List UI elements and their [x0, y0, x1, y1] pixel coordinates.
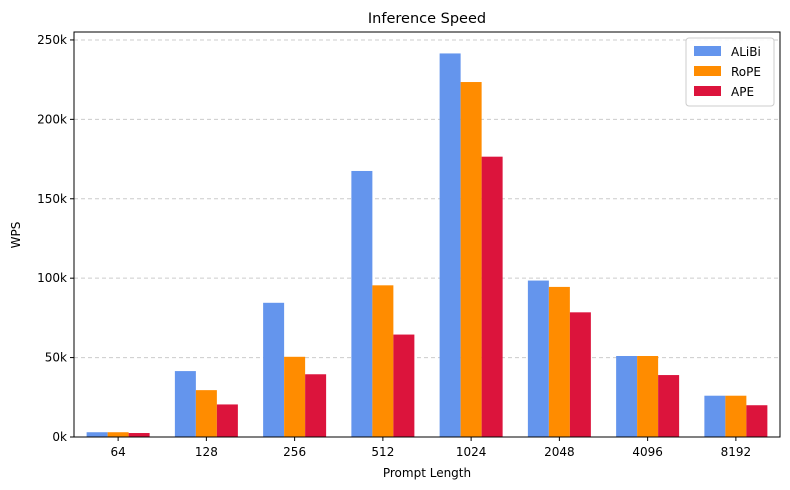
bar-ape-4096	[658, 375, 680, 437]
legend-label-rope: RoPE	[731, 65, 761, 79]
x-tick-label: 1024	[456, 445, 487, 459]
bar-rope-512	[372, 285, 394, 437]
plot-frame	[73, 31, 781, 438]
bar-alibi-4096	[616, 356, 638, 437]
y-tick-label: 50k	[45, 351, 67, 365]
bar-rope-2048	[548, 286, 570, 437]
x-tick-label: 128	[195, 445, 218, 459]
x-tick-label: 256	[283, 445, 306, 459]
bars	[86, 53, 768, 438]
bar-rope-1024	[460, 82, 482, 437]
bar-rope-128	[195, 390, 217, 437]
bar-rope-8192	[725, 395, 747, 437]
y-axis-label: WPS	[9, 222, 23, 249]
bar-alibi-8192	[704, 395, 726, 437]
x-tick-label: 512	[371, 445, 394, 459]
bar-alibi-64	[86, 432, 108, 437]
bar-alibi-1024	[439, 53, 461, 438]
y-tick-label: 150k	[37, 192, 67, 206]
bar-ape-64	[128, 433, 150, 437]
legend: ALiBi RoPE APE	[685, 37, 775, 107]
bar-ape-1024	[481, 156, 503, 438]
chart-title: Inference Speed	[368, 11, 486, 27]
bar-alibi-2048	[527, 280, 549, 437]
legend-label-alibi: ALiBi	[731, 45, 761, 59]
bar-ape-2048	[569, 312, 591, 437]
bar-ape-8192	[746, 405, 768, 437]
y-tick-label: 250k	[37, 33, 67, 47]
x-tick-label: 4096	[632, 445, 663, 459]
bar-ape-128	[216, 404, 238, 437]
x-axis: 64 128 256 512 1024 2048 4096 8192	[110, 437, 751, 459]
bar-rope-4096	[637, 356, 659, 437]
legend-swatch-alibi	[694, 46, 721, 56]
bar-alibi-128	[174, 371, 196, 437]
bar-rope-256	[284, 356, 306, 437]
y-axis: 0k 50k 100k 150k 200k 250k	[37, 33, 74, 444]
legend-swatch-rope	[694, 66, 721, 76]
bar-rope-64	[107, 432, 129, 437]
x-tick-label: 8192	[721, 445, 752, 459]
bar-ape-512	[393, 334, 415, 437]
bar-alibi-256	[263, 302, 285, 437]
y-tick-label: 100k	[37, 271, 67, 285]
legend-label-ape: APE	[731, 85, 754, 99]
y-tick-label: 0k	[52, 430, 67, 444]
legend-swatch-ape	[694, 86, 721, 96]
bar-alibi-512	[351, 170, 373, 437]
bar-ape-256	[305, 374, 327, 437]
x-axis-label: Prompt Length	[383, 466, 471, 480]
x-tick-label: 2048	[544, 445, 575, 459]
x-tick-label: 64	[110, 445, 125, 459]
y-tick-label: 200k	[37, 112, 67, 126]
